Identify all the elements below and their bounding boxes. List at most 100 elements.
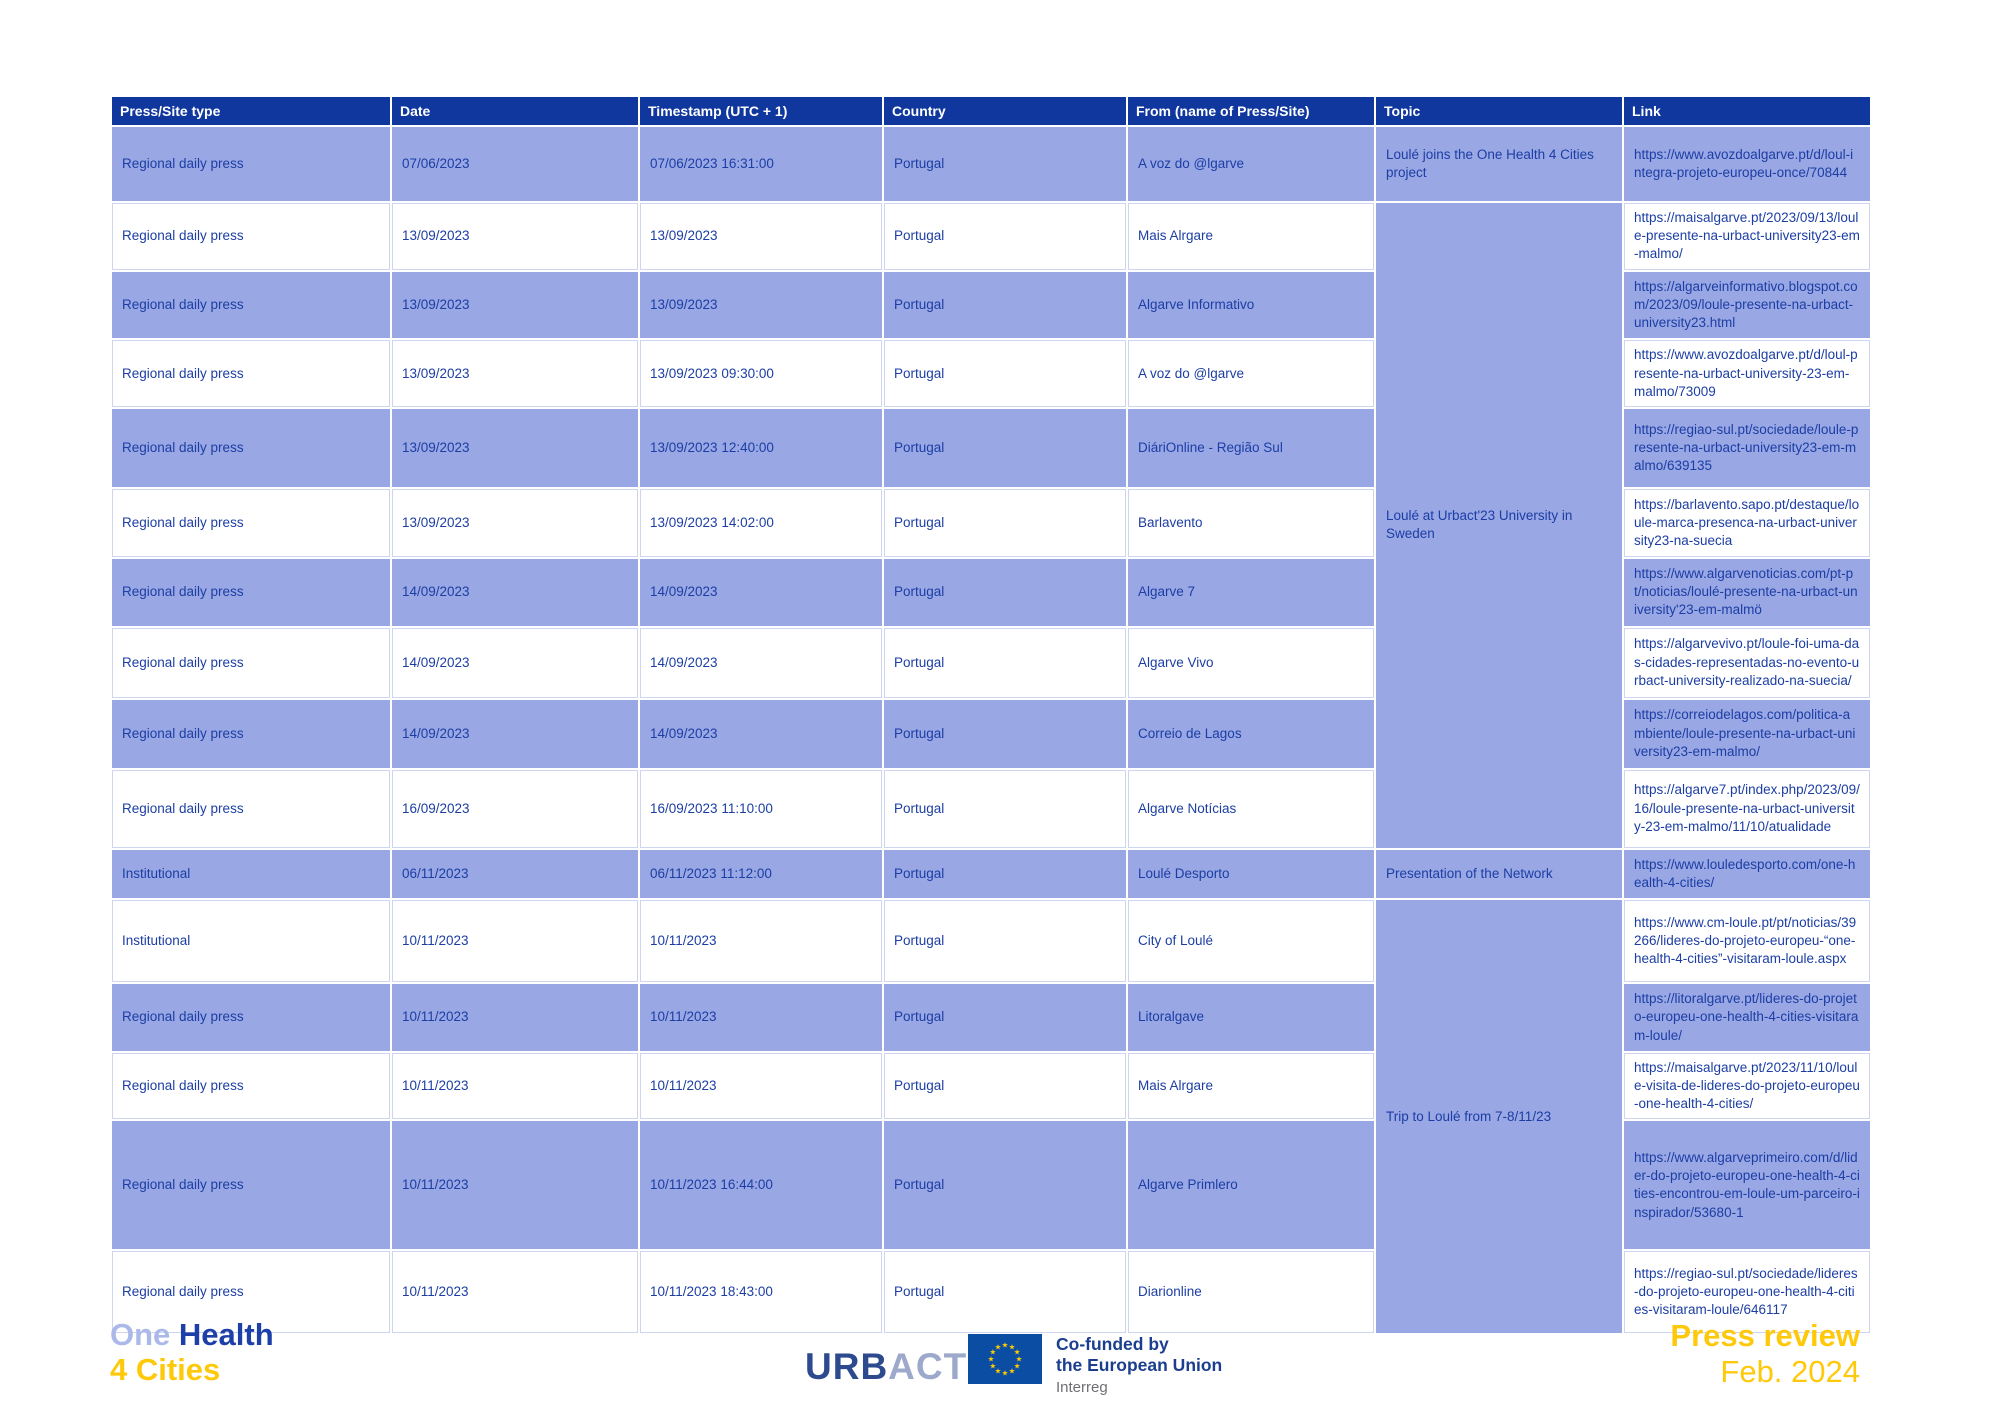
table-row: Regional daily press 14/09/2023 14/09/20… (110, 556, 1872, 628)
cell-country: Portugal (882, 898, 1128, 985)
cell-link[interactable]: https://www.algarvenoticias.com/pt-pt/no… (1622, 556, 1872, 628)
cell-press-type: Regional daily press (110, 486, 392, 559)
cell-from: Mais Alrgare (1126, 201, 1376, 272)
eu-cofunded-line1: Co-funded by (1056, 1334, 1169, 1354)
cell-country: Portugal (882, 269, 1128, 341)
cell-from: A voz do @lgarve (1126, 338, 1376, 409)
col-header-date: Date (390, 95, 640, 127)
table-row: Regional daily press 13/09/2023 13/09/20… (110, 201, 1872, 850)
cell-from: Algarve Informativo (1126, 269, 1376, 341)
cell-country: Portugal (882, 125, 1128, 203)
table-row: Regional daily press 13/09/2023 13/09/20… (110, 269, 1872, 341)
cell-link[interactable]: https://www.louledesporto.com/one-health… (1622, 847, 1872, 901)
col-header-from: From (name of Press/Site) (1126, 95, 1376, 127)
cell-country: Portugal (882, 338, 1128, 409)
cell-press-type: Institutional (110, 847, 392, 901)
press-review-date: Feb. 2024 (1720, 1353, 1860, 1389)
cell-from: Barlavento (1126, 486, 1376, 559)
cell-link[interactable]: https://litoralgarve.pt/lideres-do-proje… (1622, 982, 1872, 1053)
cell-timestamp: 06/11/2023 11:12:00 (638, 847, 884, 901)
cell-press-type: Regional daily press (110, 201, 392, 272)
cell-date: 10/11/2023 (390, 1050, 640, 1122)
cell-country: Portugal (882, 625, 1128, 700)
cell-timestamp: 14/09/2023 (638, 697, 884, 770)
press-review-table: Press/Site type Date Timestamp (UTC + 1)… (110, 95, 1872, 1336)
cell-from: Correio de Lagos (1126, 697, 1376, 770)
cell-link[interactable]: https://regiao-sul.pt/sociedade/loule-pr… (1622, 406, 1872, 489)
cell-country: Portugal (882, 486, 1128, 559)
cell-timestamp: 13/09/2023 (638, 269, 884, 341)
cell-timestamp: 16/09/2023 11:10:00 (638, 767, 884, 850)
cell-date: 06/11/2023 (390, 847, 640, 901)
cell-press-type: Regional daily press (110, 1050, 392, 1122)
table-row: Regional daily press 13/09/2023 13/09/20… (110, 406, 1872, 489)
cell-timestamp: 10/11/2023 16:44:00 (638, 1119, 884, 1252)
cell-date: 13/09/2023 (390, 338, 640, 409)
col-header-topic: Topic (1374, 95, 1624, 127)
cell-link[interactable]: https://www.avozdoalgarve.pt/d/loul-pres… (1622, 338, 1872, 409)
cell-from: Algarve 7 (1126, 556, 1376, 628)
cell-date: 16/09/2023 (390, 767, 640, 850)
svg-text:★: ★ (1002, 1369, 1009, 1378)
cell-country: Portugal (882, 1249, 1128, 1336)
brand-health: Health (178, 1317, 274, 1352)
eu-cofunded-line2: the European Union (1056, 1355, 1223, 1375)
urbact-logo-act: ACT (888, 1346, 968, 1387)
cell-date: 14/09/2023 (390, 697, 640, 770)
eu-cofunded-logo: ★ ★ ★ ★ ★ ★ ★ ★ ★ ★ ★ ★ Co-funded by the… (968, 1334, 1222, 1397)
cell-link[interactable]: https://maisalgarve.pt/2023/11/10/loule-… (1622, 1050, 1872, 1122)
cell-topic: Loulé joins the One Health 4 Cities proj… (1374, 125, 1624, 203)
cell-date: 13/09/2023 (390, 201, 640, 272)
cell-date: 10/11/2023 (390, 1119, 640, 1252)
cell-timestamp: 14/09/2023 (638, 625, 884, 700)
svg-text:★: ★ (1014, 1362, 1021, 1371)
cell-country: Portugal (882, 982, 1128, 1053)
cell-topic-merged: Trip to Loulé from 7-8/11/23 (1374, 898, 1624, 1336)
cell-timestamp: 14/09/2023 (638, 556, 884, 628)
cell-link[interactable]: https://www.cm-loule.pt/pt/noticias/3926… (1622, 898, 1872, 985)
cell-country: Portugal (882, 767, 1128, 850)
cell-timestamp: 13/09/2023 (638, 201, 884, 272)
svg-text:★: ★ (988, 1355, 995, 1364)
cell-link[interactable]: https://regiao-sul.pt/sociedade/lideres-… (1622, 1249, 1872, 1336)
svg-text:★: ★ (995, 1367, 1002, 1376)
cell-press-type: Regional daily press (110, 556, 392, 628)
cell-press-type: Regional daily press (110, 697, 392, 770)
cell-country: Portugal (882, 1119, 1128, 1252)
cell-press-type: Regional daily press (110, 1119, 392, 1252)
cell-link[interactable]: https://www.algarveprimeiro.com/d/lider-… (1622, 1119, 1872, 1252)
cell-link[interactable]: https://algarveinformativo.blogspot.com/… (1622, 269, 1872, 341)
cell-timestamp: 13/09/2023 09:30:00 (638, 338, 884, 409)
cell-press-type: Regional daily press (110, 269, 392, 341)
table-header-row: Press/Site type Date Timestamp (UTC + 1)… (110, 95, 1872, 127)
cell-link[interactable]: https://correiodelagos.com/politica-ambi… (1622, 697, 1872, 770)
table-row: Regional daily press 13/09/2023 13/09/20… (110, 338, 1872, 409)
table-row: Regional daily press 16/09/2023 16/09/20… (110, 767, 1872, 850)
cell-timestamp: 13/09/2023 14:02:00 (638, 486, 884, 559)
cell-from: Algarve Notícias (1126, 767, 1376, 850)
cell-country: Portugal (882, 1050, 1128, 1122)
brand-one: One (110, 1317, 171, 1352)
cell-link[interactable]: https://maisalgarve.pt/2023/09/13/loule-… (1622, 201, 1872, 272)
svg-text:★: ★ (1009, 1367, 1016, 1376)
cell-press-type: Regional daily press (110, 625, 392, 700)
cell-link[interactable]: https://algarve7.pt/index.php/2023/09/16… (1622, 767, 1872, 850)
cell-link[interactable]: https://www.avozdoalgarve.pt/d/loul-inte… (1622, 125, 1872, 203)
cell-from: DiáriOnline - Região Sul (1126, 406, 1376, 489)
cell-timestamp: 13/09/2023 12:40:00 (638, 406, 884, 489)
cell-date: 13/09/2023 (390, 486, 640, 559)
svg-text:★: ★ (1014, 1348, 1021, 1357)
cell-timestamp: 10/11/2023 (638, 1050, 884, 1122)
cell-date: 13/09/2023 (390, 269, 640, 341)
svg-text:★: ★ (990, 1348, 997, 1357)
cell-from: Loulé Desporto (1126, 847, 1376, 901)
table-row: Regional daily press 14/09/2023 14/09/20… (110, 625, 1872, 700)
cell-link[interactable]: https://barlavento.sapo.pt/destaque/loul… (1622, 486, 1872, 559)
cell-from: Diarionline (1126, 1249, 1376, 1336)
cell-link[interactable]: https://algarvevivo.pt/loule-foi-uma-das… (1622, 625, 1872, 700)
cell-date: 10/11/2023 (390, 982, 640, 1053)
table-row: Institutional 06/11/2023 06/11/2023 11:1… (110, 847, 1872, 901)
press-review-title: Press review (1670, 1318, 1860, 1353)
cell-country: Portugal (882, 201, 1128, 272)
